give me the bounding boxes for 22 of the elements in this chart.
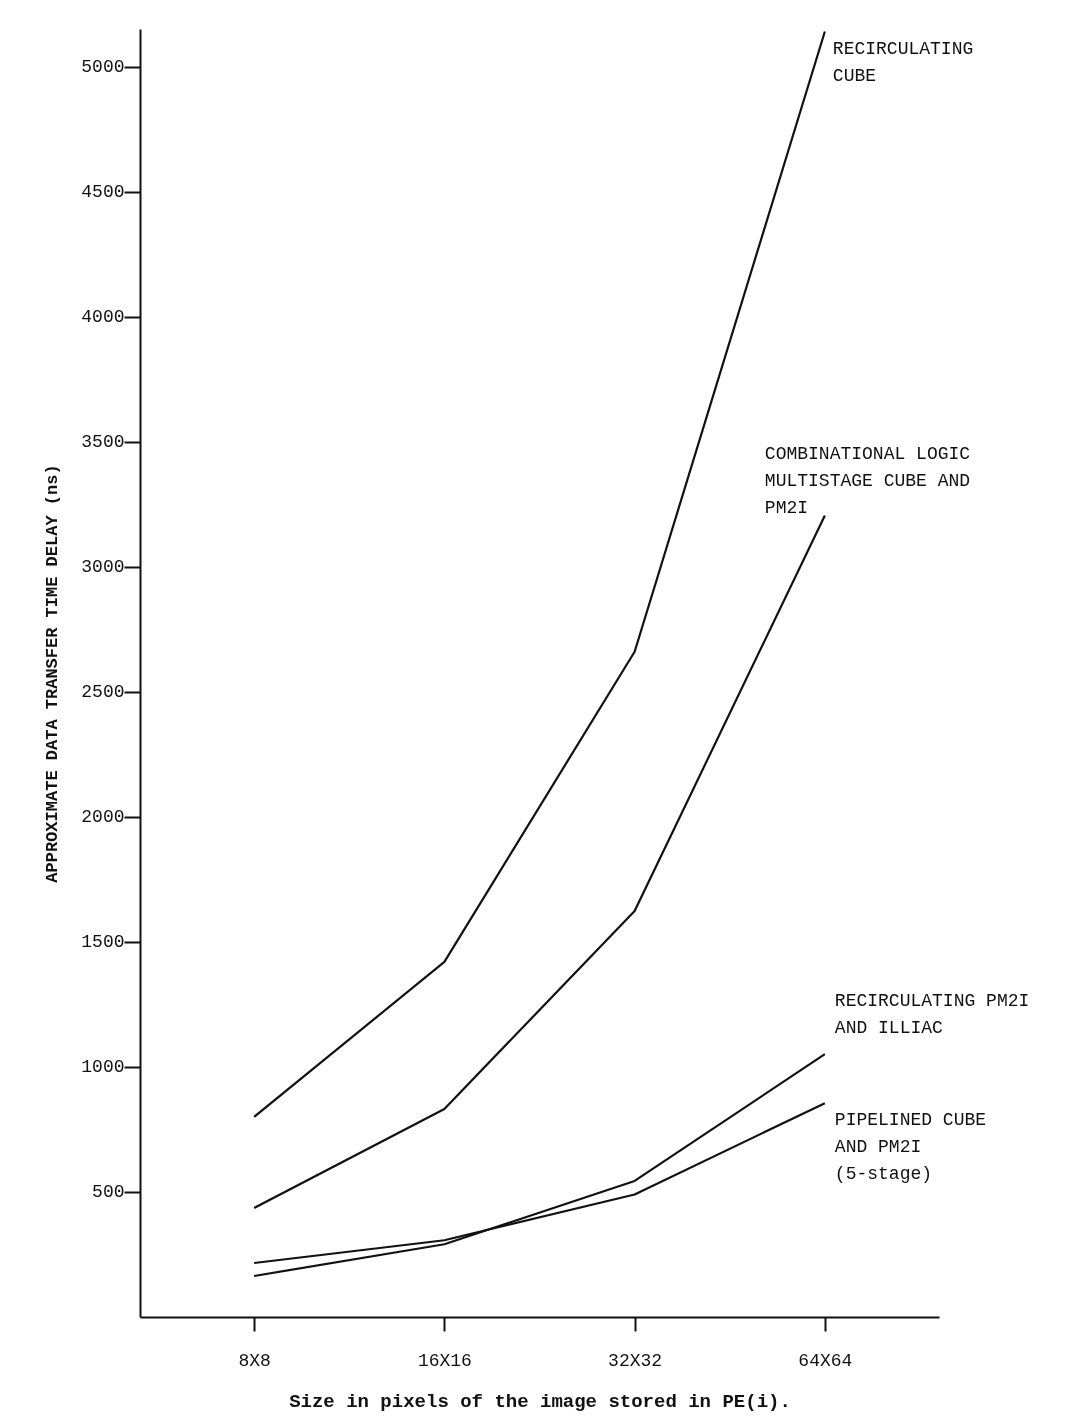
x-tick-label: 64X64 bbox=[798, 1350, 853, 1371]
line-series bbox=[253, 514, 826, 1210]
y-tick-label: 2000 bbox=[81, 807, 125, 828]
y-tick-label: 1500 bbox=[81, 932, 125, 953]
annotation: RECIRCULATING PM2I AND ILLIAC bbox=[834, 991, 1030, 1039]
x-tick-label: 8X8 bbox=[238, 1350, 271, 1371]
y-tick-label: 5000 bbox=[81, 57, 125, 78]
y-tick-label: 4500 bbox=[81, 182, 125, 203]
y-tick-label: 3000 bbox=[81, 557, 125, 578]
y-tick-label: 4000 bbox=[81, 307, 125, 328]
x-tick-label: 32X32 bbox=[608, 1350, 663, 1371]
line-series bbox=[253, 1053, 826, 1278]
annotation: COMBINATIONAL LOGIC MULTISTAGE CUBE AND PM2I bbox=[764, 444, 971, 519]
x-tick-label: 16X16 bbox=[417, 1350, 472, 1371]
annotation: PIPELINED CUBE AND PM2I (5-stage) bbox=[834, 1110, 987, 1185]
y-tick-label: 2500 bbox=[81, 682, 125, 703]
annotation: RECIRCULATING CUBE bbox=[832, 38, 974, 86]
y-tick-label: 3500 bbox=[81, 432, 125, 453]
y-axis-title: APPROXIMATE DATA TRANSFER TIME DELAY (ns) bbox=[43, 464, 63, 883]
y-tick-label: 500 bbox=[92, 1182, 125, 1203]
x-axis-title: Size in pixels of the image stored in PE(i). bbox=[289, 1390, 791, 1413]
y-tick-label: 1000 bbox=[81, 1057, 125, 1078]
